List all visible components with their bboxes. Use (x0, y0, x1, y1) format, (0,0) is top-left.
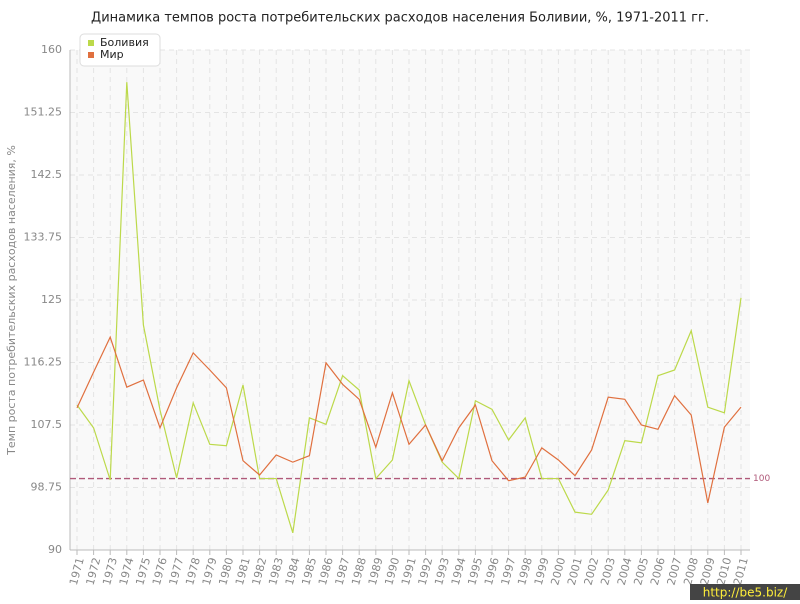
plot-area (70, 50, 750, 550)
y-tick-label: 160 (41, 43, 62, 56)
legend (79, 33, 161, 67)
y-tick-label: 133.75 (24, 231, 63, 244)
y-axis-label: Темп роста потребительских расходов насе… (5, 145, 18, 456)
watermark-bg (690, 584, 800, 600)
legend-label: Боливия (100, 36, 149, 49)
y-tick-label: 107.5 (31, 418, 63, 431)
y-tick-label: 142.5 (31, 168, 63, 181)
y-tick-label: 125 (41, 293, 62, 306)
y-tick-label: 98.75 (31, 481, 63, 494)
legend-swatch (88, 40, 94, 46)
chart-title: Динамика темпов роста потребительских ра… (91, 11, 709, 26)
series-line (76, 82, 742, 534)
marks: 100 (70, 82, 770, 534)
y-tick-label: 116.25 (24, 356, 63, 369)
y-tick-label: 90 (48, 543, 62, 556)
legend-label: Мир (100, 48, 124, 61)
series-line (76, 335, 742, 503)
watermark: http://be5.biz/ (703, 586, 788, 600)
y-tick-label: 151.25 (24, 106, 63, 119)
legend-swatch (88, 52, 94, 58)
reference-label: 100 (753, 474, 770, 484)
